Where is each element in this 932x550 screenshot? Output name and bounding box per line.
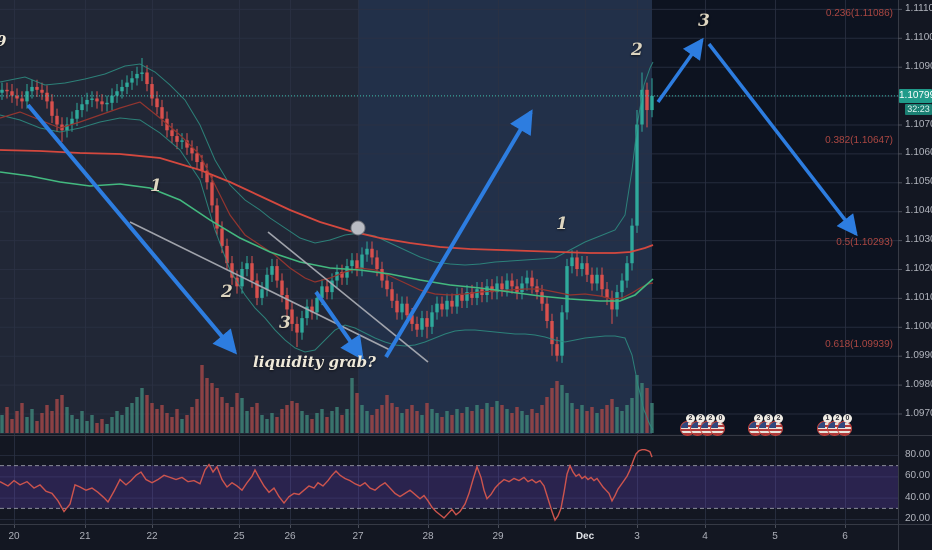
- elliott-wave-label[interactable]: 2: [631, 40, 643, 60]
- price-tick-label: 1.09800: [905, 378, 932, 390]
- elliott-wave-label[interactable]: 1: [150, 176, 162, 196]
- event-count-badge: 2: [833, 414, 842, 423]
- channel-trendlines[interactable]: [129, 220, 429, 363]
- event-count-badge: 3: [764, 414, 773, 423]
- price-tick-label: 1.09900: [905, 349, 932, 361]
- event-count-badge: 0: [843, 414, 852, 423]
- gridlines: [0, 0, 898, 528]
- time-tick-label: 3: [634, 531, 640, 542]
- time-tick-label: 4: [702, 531, 708, 542]
- time-tick-label: 5: [772, 531, 778, 542]
- price-tick-label: 1.10400: [905, 205, 932, 217]
- time-tick-label: 27: [352, 531, 364, 542]
- time-tick-label: 28: [422, 531, 434, 542]
- bar-countdown-badge: 32:23: [905, 103, 932, 115]
- event-flag-icon: [838, 422, 851, 435]
- time-tick-label: 20: [8, 531, 20, 542]
- price-tick-label: 1.11000: [905, 31, 932, 43]
- elliott-wave-label[interactable]: 3: [698, 11, 710, 31]
- time-tick-label: 26: [284, 531, 296, 542]
- time-tick-label: Dec: [575, 531, 595, 542]
- event-flag-icon: [711, 422, 724, 435]
- trend-arrow[interactable]: [707, 42, 858, 237]
- price-tick-label: 1.10500: [905, 176, 932, 188]
- price-tick-label: 1.11100: [905, 2, 932, 14]
- elliott-wave-label[interactable]: 1: [556, 214, 568, 234]
- event-flag-icon: [828, 422, 841, 435]
- time-tick-label: 25: [233, 531, 245, 542]
- text-annotation[interactable]: liquidity grab?: [253, 353, 376, 371]
- time-tick-label: 6: [842, 531, 848, 542]
- current-price-badge: 1.10799: [899, 88, 932, 103]
- price-tick-label: 1.10900: [905, 60, 932, 72]
- price-tick-label: 1.10200: [905, 263, 932, 274]
- event-count-badge: 1: [823, 414, 832, 423]
- event-flag-icon: [749, 422, 762, 435]
- event-flag-icon: [681, 422, 694, 435]
- elliott-wave-label[interactable]: 3: [279, 313, 291, 333]
- price-tick-label: 1.10600: [905, 147, 932, 159]
- fib-level-label[interactable]: 0.236(1.11086): [825, 7, 893, 19]
- fib-level-label[interactable]: 0.382(1.10647): [825, 134, 893, 146]
- rsi-line: [0, 448, 653, 522]
- drawing-anchor-dot[interactable]: [350, 220, 366, 236]
- event-count-badge: 2: [706, 414, 715, 423]
- rsi-tick-label: 20.00: [905, 513, 931, 524]
- time-tick-label: 29: [492, 531, 504, 542]
- price-tick-label: 1.10300: [905, 234, 932, 246]
- price-tick-label: 1.09700: [905, 407, 932, 419]
- fib-level-label[interactable]: 0.618(1.09939): [825, 339, 893, 351]
- event-flag-icon: [701, 422, 714, 435]
- rsi-tick-label: 60.00: [905, 470, 931, 482]
- volume-bars: [0, 365, 654, 433]
- indicator-overlays: [0, 61, 654, 431]
- text-annotation[interactable]: 9: [0, 34, 6, 49]
- fib-level-label[interactable]: 0.5(1.10293): [836, 237, 893, 249]
- trend-arrow[interactable]: [384, 109, 533, 359]
- rsi-tick-label: 80.00: [905, 449, 931, 460]
- event-count-badge: 2: [686, 414, 695, 423]
- time-tick-label: 22: [146, 531, 158, 542]
- trend-arrow[interactable]: [314, 290, 364, 361]
- event-count-badge: 0: [716, 414, 725, 423]
- event-flag-icon: [759, 422, 772, 435]
- price-tick-label: 1.10000: [905, 320, 932, 332]
- trend-arrow[interactable]: [656, 37, 704, 104]
- event-flag-icon: [769, 422, 782, 435]
- trend-arrow[interactable]: [26, 103, 238, 355]
- trend-arrows[interactable]: [26, 37, 858, 361]
- event-count-badge: 2: [696, 414, 705, 423]
- price-tick-label: 1.10100: [905, 291, 932, 303]
- rsi-band: [0, 465, 898, 509]
- rsi-tick-label: 40.00: [905, 491, 931, 503]
- event-count-badge: 2: [754, 414, 763, 423]
- event-flag-icon: [818, 422, 831, 435]
- time-tick-label: 21: [79, 531, 91, 542]
- elliott-wave-label[interactable]: 2: [221, 282, 233, 302]
- event-count-badge: 2: [774, 414, 783, 423]
- price-tick-label: 1.10700: [905, 118, 932, 130]
- event-flag-icon: [691, 422, 704, 435]
